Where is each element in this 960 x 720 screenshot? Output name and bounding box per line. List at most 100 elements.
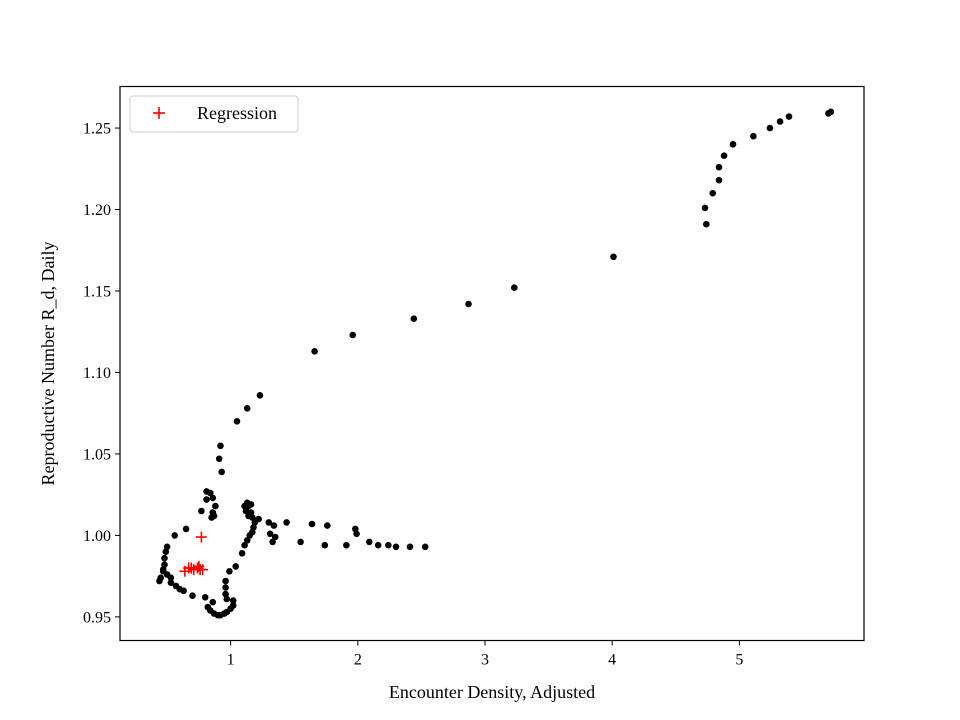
- x-tick-label: 3: [481, 652, 489, 669]
- data-point: [271, 533, 279, 541]
- data-point: [366, 538, 373, 546]
- data-point: [215, 455, 223, 463]
- y-tick-label: 1.00: [83, 528, 111, 545]
- data-point: [161, 561, 168, 568]
- data-point: [321, 541, 329, 549]
- data-point: [715, 163, 723, 171]
- data-point: [249, 514, 256, 521]
- data-point: [308, 520, 316, 528]
- data-point: [825, 110, 832, 117]
- data-point: [776, 118, 784, 125]
- data-point: [209, 598, 217, 606]
- y-axis-ticks: 0.95 1.00 1.05 1.10 1.15 1.20 1.25: [83, 121, 120, 626]
- data-point: [266, 530, 274, 538]
- data-point: [218, 468, 225, 476]
- regression-point: [197, 564, 209, 576]
- data-point: [511, 284, 518, 292]
- data-point: [465, 300, 472, 308]
- data-point: [715, 176, 723, 184]
- data-point: [204, 603, 212, 611]
- data-point: [343, 541, 350, 549]
- data-point: [198, 507, 205, 515]
- data-point: [210, 512, 218, 520]
- data-point: [353, 530, 360, 538]
- data-point: [212, 502, 219, 510]
- data-point: [222, 584, 229, 591]
- data-point: [703, 220, 710, 228]
- data-point: [421, 543, 429, 551]
- data-point: [256, 392, 264, 399]
- data-point: [207, 489, 214, 497]
- data-point: [217, 442, 224, 450]
- data-point: [283, 519, 290, 526]
- y-tick-label: 1.15: [83, 283, 111, 300]
- plot-frame: [119, 85, 865, 642]
- data-point: [209, 494, 217, 502]
- data-point: [729, 141, 737, 148]
- legend: Regression: [129, 95, 299, 133]
- legend-marker-regression: [153, 107, 165, 119]
- x-tick-label: 5: [735, 652, 743, 669]
- data-point: [171, 532, 178, 539]
- data-point: [243, 405, 251, 412]
- data-point: [750, 132, 757, 140]
- data-point: [410, 315, 418, 323]
- data-point: [157, 574, 164, 582]
- data-point: [265, 519, 273, 526]
- data-point: [163, 543, 171, 551]
- data-point: [720, 152, 728, 159]
- data-point: [701, 204, 709, 212]
- x-tick-label: 4: [608, 652, 616, 669]
- points-layer: [156, 108, 835, 619]
- data-point: [349, 331, 357, 339]
- y-tick-label: 1.20: [83, 202, 111, 219]
- data-point: [241, 541, 248, 549]
- y-tick-label: 0.95: [83, 609, 111, 626]
- data-point: [232, 563, 239, 570]
- data-point: [785, 113, 793, 120]
- data-point: [709, 189, 716, 197]
- data-point: [610, 253, 617, 261]
- data-point: [159, 568, 167, 575]
- x-axis-ticks: 1 2 3 4 5: [227, 640, 743, 669]
- data-point: [233, 418, 241, 425]
- data-point: [406, 543, 414, 551]
- data-point: [270, 522, 278, 529]
- data-point: [269, 538, 276, 546]
- data-point: [242, 507, 250, 515]
- data-point: [311, 348, 318, 355]
- data-point: [374, 541, 382, 549]
- y-tick-label: 1.10: [83, 365, 111, 382]
- data-point: [161, 554, 168, 562]
- data-point: [246, 532, 253, 539]
- data-point: [203, 496, 210, 503]
- x-tick-label: 1: [227, 652, 235, 669]
- data-point: [766, 124, 774, 132]
- legend-label-regression: Regression: [197, 103, 277, 123]
- data-point: [324, 522, 331, 529]
- data-point: [238, 550, 246, 557]
- data-point: [247, 501, 255, 508]
- x-axis-title: Encounter Density, Adjusted: [389, 682, 595, 702]
- data-point: [201, 594, 209, 601]
- data-point: [222, 577, 229, 585]
- data-point: [226, 568, 233, 575]
- data-point: [385, 541, 392, 549]
- data-point: [392, 543, 400, 551]
- regression-point: [195, 531, 207, 543]
- data-point: [243, 537, 251, 544]
- data-point: [167, 579, 175, 586]
- data-point: [229, 597, 237, 604]
- y-tick-label: 1.05: [83, 446, 111, 463]
- data-point: [172, 582, 180, 590]
- y-axis-title: Reproductive Number R_d, Daily: [38, 242, 58, 486]
- y-tick-label: 1.25: [83, 121, 111, 138]
- data-point: [189, 592, 196, 599]
- data-point: [182, 525, 190, 533]
- legend-box: [129, 95, 299, 133]
- data-point: [297, 538, 304, 546]
- regression-point: [192, 562, 204, 574]
- data-point: [223, 595, 231, 603]
- x-tick-label: 2: [354, 652, 362, 669]
